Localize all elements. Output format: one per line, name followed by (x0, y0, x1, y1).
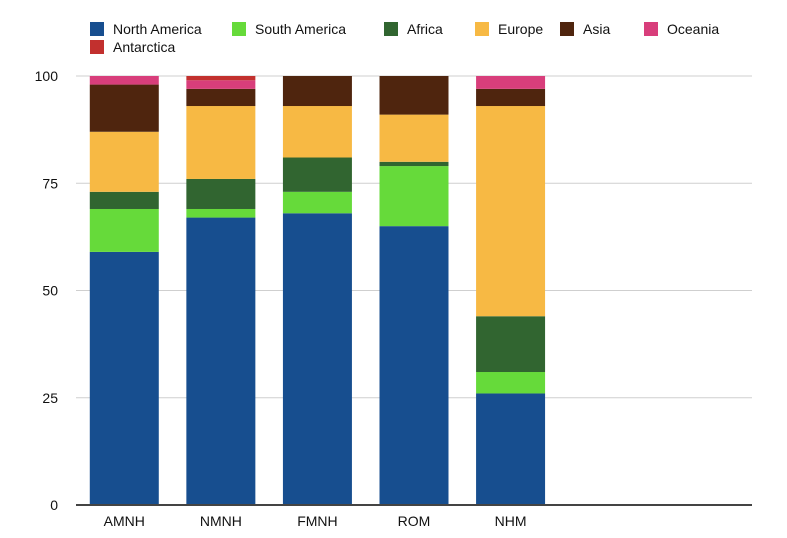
legend-label: Europe (498, 21, 544, 37)
y-tick-label: 100 (35, 68, 59, 84)
legend-item: Antarctica (90, 38, 175, 56)
legend-item: North America (90, 20, 202, 38)
legend-label: Antarctica (113, 39, 176, 55)
bar-segment (186, 208, 256, 218)
legend-swatch (644, 22, 658, 36)
bar-segment (282, 106, 352, 158)
legend-swatch (384, 22, 398, 36)
bar-segment (379, 114, 449, 162)
bar-segment (476, 88, 546, 107)
bar-segment (282, 157, 352, 192)
bar-segment (186, 76, 256, 81)
bar-segment (89, 251, 159, 505)
bar-segment (89, 76, 159, 85)
legend-label: Oceania (667, 21, 720, 37)
x-tick-label: NHM (495, 513, 527, 529)
legend-label: North America (113, 21, 202, 37)
bar-segment (476, 76, 546, 89)
bar-segment (476, 372, 546, 394)
legend-swatch (90, 22, 104, 36)
bar-segment (476, 393, 546, 505)
bar-segment (186, 80, 256, 89)
x-tick-label: NMNH (200, 513, 242, 529)
bar-segment (476, 106, 546, 317)
bar-segment (89, 208, 159, 252)
y-tick-label: 75 (42, 175, 58, 191)
legend-swatch (475, 22, 489, 36)
legend-item: Europe (475, 20, 543, 38)
bar-segment (89, 84, 159, 132)
legend-item: Oceania (644, 20, 719, 38)
x-tick-label: AMNH (104, 513, 145, 529)
legend-swatch (560, 22, 574, 36)
y-tick-label: 25 (42, 390, 58, 406)
bar-segment (379, 161, 449, 167)
y-tick-label: 0 (50, 497, 58, 513)
legend-swatch (90, 40, 104, 54)
bar-segment (379, 76, 449, 115)
bar-segment (476, 316, 546, 373)
legend-item: South America (232, 20, 346, 38)
bar-segment (186, 88, 256, 107)
bar-segment (379, 166, 449, 227)
bar-segment (282, 213, 352, 505)
bar-segment (379, 226, 449, 505)
x-tick-label: ROM (398, 513, 431, 529)
legend-item: Asia (560, 20, 610, 38)
bar-segment (282, 191, 352, 214)
y-tick-label: 50 (42, 283, 58, 299)
legend-label: Africa (407, 21, 443, 37)
bar-segment (186, 217, 256, 505)
bar-segment (186, 106, 256, 179)
bar-segment (89, 131, 159, 192)
bar-segment (186, 178, 256, 209)
legend-swatch (232, 22, 246, 36)
legend-label: Asia (583, 21, 611, 37)
bar-segment (89, 191, 159, 209)
legend-item: Africa (384, 20, 443, 38)
bar-segment (282, 76, 352, 107)
legend-label: South America (255, 21, 347, 37)
x-tick-label: FMNH (297, 513, 337, 529)
